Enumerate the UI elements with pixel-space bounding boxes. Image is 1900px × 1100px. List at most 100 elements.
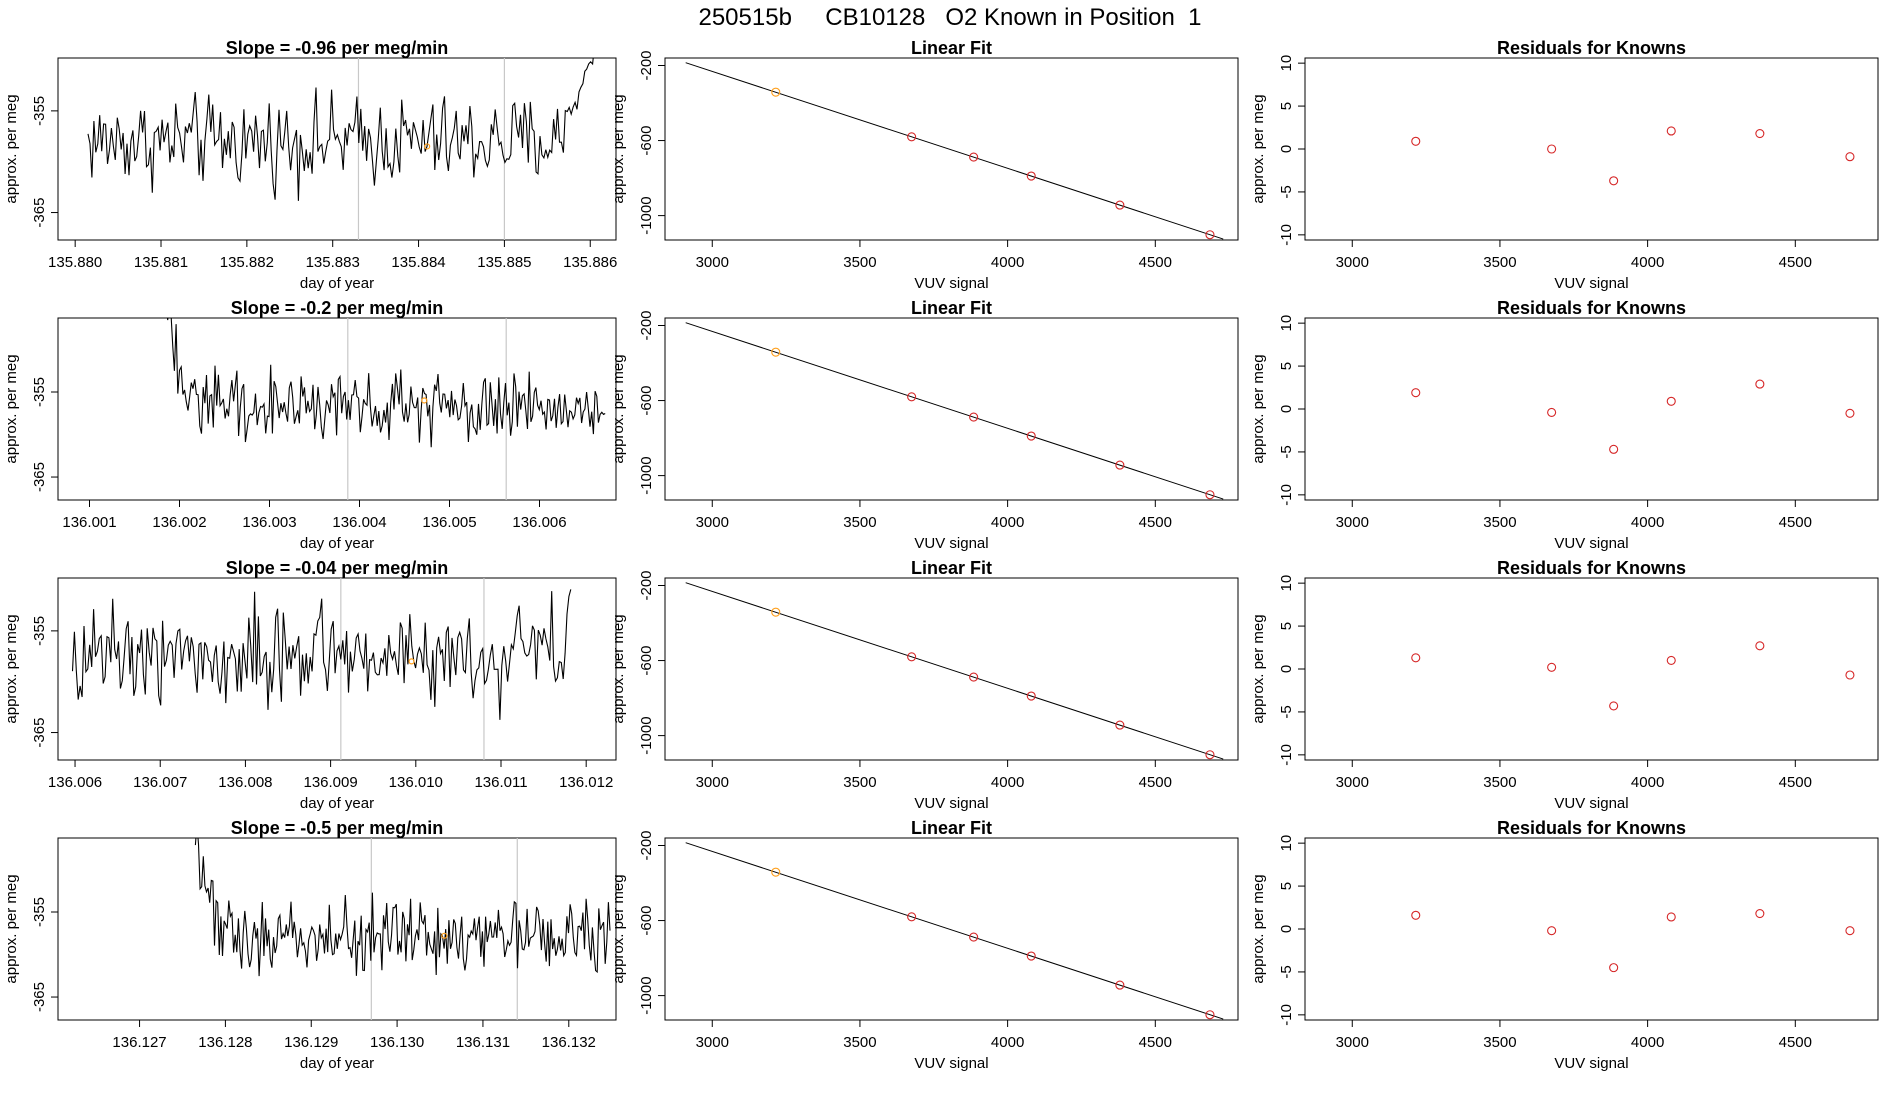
data-point bbox=[1609, 701, 1619, 711]
x-tick-label: 4000 bbox=[1631, 774, 1664, 791]
plot-area bbox=[166, 318, 606, 500]
data-point bbox=[1411, 136, 1421, 146]
data-point bbox=[1026, 691, 1036, 701]
x-axis-label: VUV signal bbox=[1554, 535, 1628, 552]
x-tick-label: 136.008 bbox=[218, 774, 272, 791]
x-tick-label: 3000 bbox=[696, 254, 729, 271]
y-tick-label: 0 bbox=[1278, 665, 1295, 673]
x-tick-label: 136.132 bbox=[542, 1034, 596, 1051]
x-tick-label: 135.883 bbox=[306, 254, 360, 271]
data-point bbox=[907, 912, 917, 922]
x-axis-label: VUV signal bbox=[914, 275, 988, 292]
y-tick-label: 5 bbox=[1278, 622, 1295, 630]
plot-frame bbox=[57, 577, 617, 761]
data-point bbox=[1666, 655, 1676, 665]
data-point bbox=[1205, 750, 1215, 760]
data-point bbox=[1755, 128, 1765, 139]
x-tick-label: 136.010 bbox=[389, 774, 443, 791]
x-tick-label: 3500 bbox=[1483, 1034, 1516, 1051]
y-axis-label: approx. per meg bbox=[610, 94, 627, 203]
x-axis-label: VUV signal bbox=[1554, 275, 1628, 292]
data-point bbox=[907, 392, 917, 402]
data-point bbox=[1411, 388, 1421, 398]
chart-panel: Residuals for Knowns VUV signal approx. pe… bbox=[1250, 558, 1879, 812]
y-axis-label: approx. per meg bbox=[3, 354, 20, 463]
plot-area bbox=[685, 582, 1224, 760]
data-point bbox=[1026, 171, 1036, 181]
x-tick-label: 136.002 bbox=[152, 514, 206, 531]
plot-frame bbox=[57, 317, 617, 501]
x-tick-label: 3500 bbox=[1483, 774, 1516, 791]
data-trace bbox=[87, 58, 594, 201]
data-point bbox=[1547, 662, 1557, 672]
y-axis-label: approx. per meg bbox=[610, 874, 627, 983]
x-tick-label: 4500 bbox=[1139, 774, 1172, 791]
chart-title: Linear Fit bbox=[911, 298, 992, 318]
x-tick-label: 3000 bbox=[696, 1034, 729, 1051]
data-point bbox=[1609, 963, 1619, 973]
chart-panel: Slope = -0.2 per meg/min day of year appro… bbox=[3, 298, 617, 552]
chart-panel: Linear Fit VUV signal approx. per meg 3000 3… bbox=[610, 38, 1239, 292]
plot-area bbox=[194, 838, 611, 1020]
y-tick-label: -5 bbox=[1278, 705, 1295, 718]
data-point bbox=[771, 607, 781, 617]
y-tick-label: -200 bbox=[638, 570, 655, 600]
chart-title: Linear Fit bbox=[911, 558, 992, 578]
data-trace bbox=[71, 589, 572, 720]
plot-area bbox=[1411, 641, 1855, 711]
y-tick-label: -10 bbox=[1278, 484, 1295, 506]
y-tick-label: 0 bbox=[1278, 405, 1295, 413]
data-point bbox=[771, 867, 781, 877]
data-point bbox=[771, 347, 781, 357]
y-axis-label: approx. per meg bbox=[1250, 874, 1267, 983]
y-tick-label: -355 bbox=[31, 377, 48, 407]
data-point bbox=[1115, 980, 1125, 990]
x-axis-label: VUV signal bbox=[1554, 1055, 1628, 1072]
data-point bbox=[907, 652, 917, 662]
data-point bbox=[1755, 908, 1765, 919]
x-tick-label: 135.881 bbox=[134, 254, 188, 271]
y-tick-label: -365 bbox=[31, 982, 48, 1012]
x-tick-label: 3000 bbox=[1336, 1034, 1369, 1051]
x-tick-label: 136.006 bbox=[48, 774, 102, 791]
x-tick-label: 4500 bbox=[1779, 514, 1812, 531]
chart-title: Residuals for Knowns bbox=[1497, 38, 1686, 58]
x-tick-label: 3000 bbox=[1336, 254, 1369, 271]
x-tick-label: 136.011 bbox=[474, 774, 527, 791]
x-tick-label: 136.007 bbox=[133, 774, 187, 791]
y-axis-label: approx. per meg bbox=[1250, 614, 1267, 723]
chart-title: Residuals for Knowns bbox=[1497, 298, 1686, 318]
plot-frame bbox=[664, 837, 1239, 1021]
x-tick-label: 136.127 bbox=[112, 1034, 166, 1051]
x-tick-label: 136.129 bbox=[284, 1034, 338, 1051]
data-point bbox=[1666, 396, 1676, 406]
x-tick-label: 135.885 bbox=[477, 254, 531, 271]
y-tick-label: -200 bbox=[638, 830, 655, 860]
data-point bbox=[907, 132, 917, 142]
y-tick-label: -355 bbox=[31, 897, 48, 927]
chart-title: Slope = -0.2 per meg/min bbox=[231, 298, 444, 318]
x-tick-label: 4000 bbox=[991, 254, 1024, 271]
x-axis-label: VUV signal bbox=[914, 535, 988, 552]
x-tick-label: 136.004 bbox=[332, 514, 386, 531]
y-tick-label: -600 bbox=[638, 386, 655, 416]
x-tick-label: 136.128 bbox=[198, 1034, 252, 1051]
y-tick-label: -600 bbox=[638, 646, 655, 676]
plot-area bbox=[71, 578, 572, 760]
x-tick-label: 136.009 bbox=[303, 774, 357, 791]
x-tick-label: 3000 bbox=[696, 514, 729, 531]
data-point bbox=[1845, 926, 1855, 936]
x-axis-label: day of year bbox=[300, 275, 374, 292]
highlight-point bbox=[441, 932, 448, 939]
chart-title: Residuals for Knowns bbox=[1497, 818, 1686, 838]
chart-panel: Slope = -0.96 per meg/min day of year appr… bbox=[3, 38, 617, 292]
x-tick-label: 4000 bbox=[1631, 1034, 1664, 1051]
data-point bbox=[1547, 926, 1557, 936]
data-point bbox=[1026, 431, 1036, 441]
y-tick-label: -200 bbox=[638, 50, 655, 80]
highlight-point bbox=[408, 658, 415, 665]
plot-area bbox=[87, 58, 594, 240]
data-point bbox=[1115, 720, 1125, 730]
plot-frame bbox=[664, 577, 1239, 761]
chart-title: Slope = -0.5 per meg/min bbox=[231, 818, 444, 838]
